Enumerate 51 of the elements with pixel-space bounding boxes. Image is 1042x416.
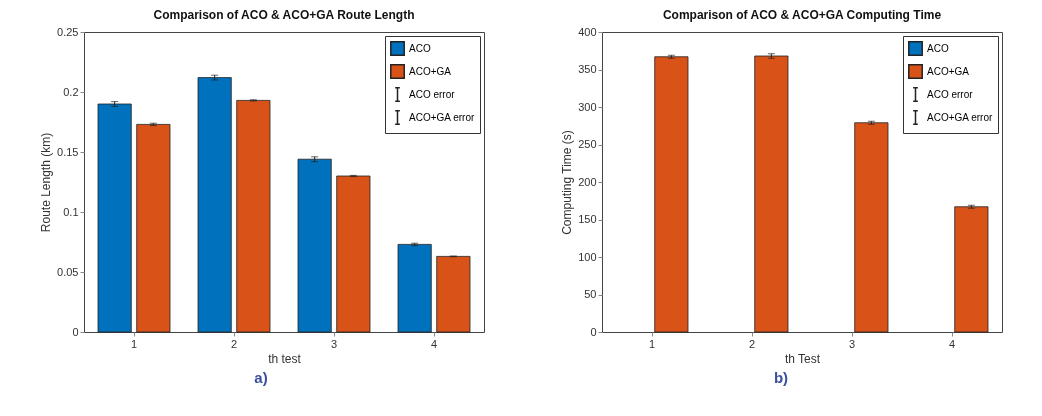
chart-title: Comparison of ACO & ACO+GA Computing Time [662, 8, 942, 22]
annotation: ACO error [927, 88, 974, 100]
x-axis-title: th Test [784, 351, 821, 366]
bar [854, 122, 889, 333]
bar [435, 255, 470, 333]
legend-label: ACO+GA [408, 65, 451, 77]
legend-label: ACO+GA [927, 65, 970, 77]
x-tick-label: 4 [430, 337, 437, 350]
y-tick-label: 150 [578, 213, 597, 225]
y-tick-label: 0.15 [56, 145, 78, 158]
bar [754, 55, 789, 333]
y-tick-label: 0.25 [56, 25, 78, 38]
y-tick-label: 0.1 [62, 205, 78, 218]
x-tick-label: 1 [130, 337, 137, 350]
bar [397, 244, 432, 333]
bar [297, 158, 332, 333]
bar [135, 124, 170, 333]
y-tick-label: 0 [590, 325, 597, 338]
y-tick-label: 250 [578, 138, 597, 150]
annotation: ACO error [408, 88, 455, 100]
x-tick-label: 3 [848, 337, 856, 350]
y-tick-label: 200 [578, 175, 597, 188]
y-tick-label: 400 [578, 25, 597, 38]
bar [954, 206, 989, 333]
bar [97, 103, 132, 333]
y-tick-label: 100 [578, 250, 597, 263]
bar [235, 100, 270, 333]
y-tick-label: 350 [578, 63, 597, 75]
y-tick-label: 0.2 [62, 85, 78, 98]
x-tick-label: 3 [330, 337, 337, 350]
x-tick-label: 4 [948, 337, 956, 350]
bar [654, 56, 689, 333]
y-tick-label: 50 [584, 288, 597, 300]
y-tick-label: 0.05 [56, 265, 78, 278]
legend-label: ACO [408, 42, 431, 54]
y-axis-title: Computing Time (s) [560, 130, 575, 235]
x-tick-label: 2 [230, 337, 237, 350]
x-axis-title: th test [267, 351, 302, 366]
text: b) [773, 369, 789, 386]
y-axis-title: Route Length (km) [38, 132, 53, 233]
text: a) [254, 369, 268, 386]
legend-label: ACO [927, 42, 949, 54]
x-tick-label: 1 [648, 337, 656, 350]
y-tick-label: 0 [71, 325, 78, 338]
annotation: ACO+GA error [408, 111, 475, 123]
bar [335, 175, 370, 333]
x-tick-label: 2 [748, 337, 756, 350]
chart-title: Comparison of ACO & ACO+GA Route Length [153, 8, 414, 22]
annotation: ACO+GA error [927, 111, 993, 123]
y-tick-label: 300 [578, 100, 597, 113]
bar [197, 77, 232, 333]
